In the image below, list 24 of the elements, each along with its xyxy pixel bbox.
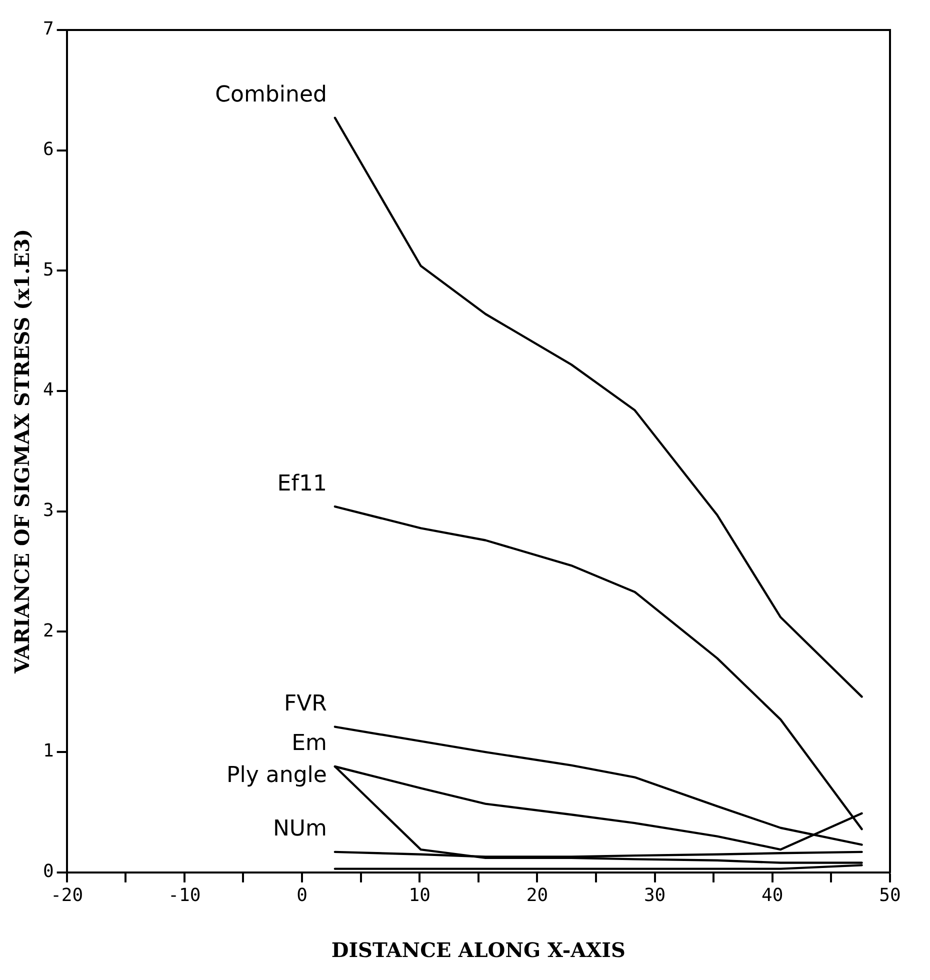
y-tick-label: 2	[42, 620, 54, 642]
y-tick-label: 3	[42, 500, 54, 522]
x-tick-label: 0	[296, 884, 308, 906]
x-tick-label: -10	[168, 884, 201, 906]
x-tick-label: 20	[526, 884, 548, 906]
y-tick-label: 0	[42, 861, 54, 882]
x-tick-label: 10	[408, 884, 430, 906]
x-tick-label: 50	[879, 884, 901, 906]
x-tick-label: 30	[644, 884, 666, 906]
y-tick-label: 7	[42, 18, 54, 40]
y-tick-label: 4	[42, 380, 54, 401]
y-tick-label: 5	[42, 259, 54, 280]
x-axis-title: DISTANCE ALONG X-AXIS	[331, 938, 626, 962]
series-label: Ef11	[277, 471, 327, 496]
y-axis-title: VARIANCE OF SIGMAX STRESS (x1.E3)	[10, 228, 34, 674]
series-label: FVR	[284, 692, 327, 717]
series-label: Ply angle	[226, 763, 327, 788]
y-tick-label: 1	[42, 740, 54, 762]
x-tick-label: 40	[762, 884, 784, 906]
series-label: Em	[292, 731, 327, 756]
series-label: NUm	[272, 816, 327, 842]
x-tick-label: -20	[50, 884, 84, 906]
y-tick-label: 6	[42, 139, 54, 160]
series-label: Combined	[215, 82, 327, 108]
